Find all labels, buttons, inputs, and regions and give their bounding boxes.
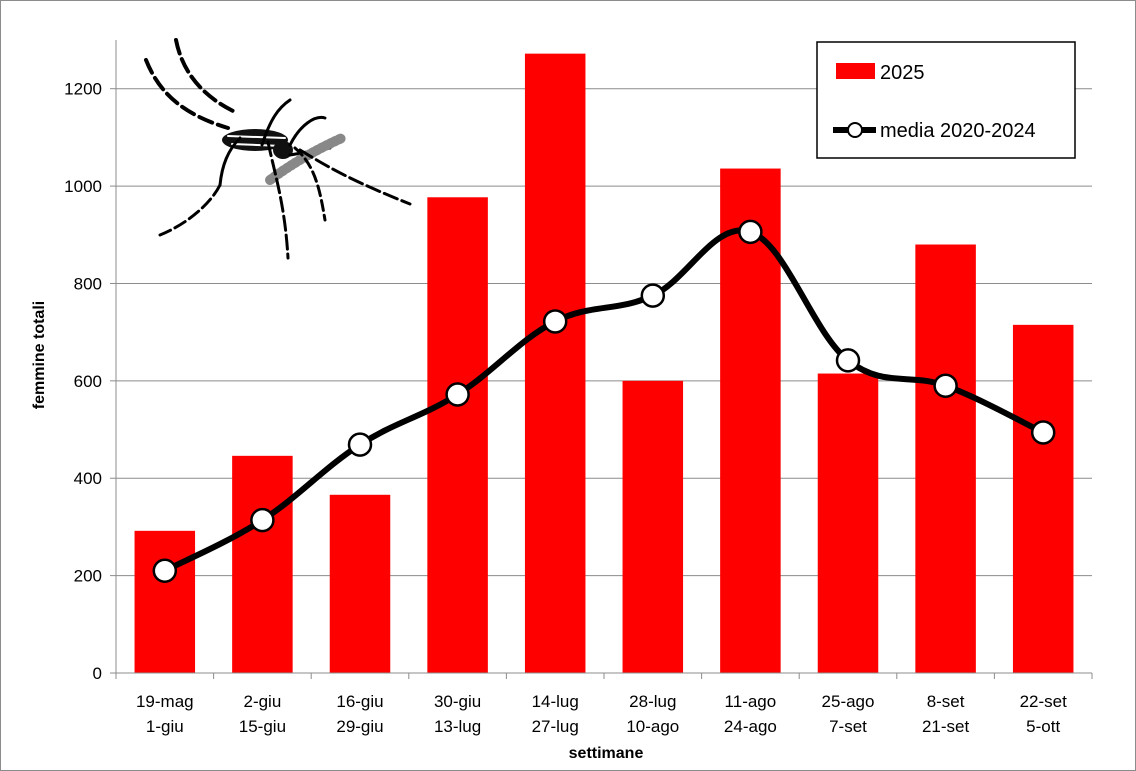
legend-label-media: media 2020-2024	[880, 120, 1036, 142]
bar	[817, 373, 879, 673]
x-tick-label: 13-lug	[434, 717, 481, 736]
bar	[134, 530, 196, 673]
y-tick-labels: 0 200 400 600 800 1000 1200	[64, 80, 102, 683]
line-series-media	[152, 219, 1056, 583]
line-point	[152, 558, 178, 583]
x-tick-label: 8-set	[927, 692, 965, 711]
x-tick-label: 25-ago	[822, 692, 875, 711]
mosquito-icon	[144, 38, 412, 260]
x-tick-label: 5-ott	[1026, 717, 1060, 736]
y-tick-label: 600	[74, 372, 102, 391]
x-tick-label: 29-giu	[336, 717, 383, 736]
bar	[232, 455, 293, 673]
line-point	[542, 309, 568, 334]
series-line	[163, 227, 1045, 574]
y-tick-label: 200	[74, 567, 102, 586]
legend-swatch-2025	[836, 63, 875, 79]
x-tick-label: 16-giu	[336, 692, 383, 711]
line-point	[933, 373, 958, 398]
x-tick-label: 2-giu	[243, 692, 281, 711]
y-tick-label: 0	[93, 664, 102, 683]
x-tick-label: 14-lug	[532, 692, 579, 711]
x-tick-labels: 19-mag 1-giu 2-giu 15-giu 16-giu 29-giu 30-giu…	[136, 692, 1067, 736]
x-tick-label: 19-mag	[136, 692, 194, 711]
legend-label-2025: 2025	[880, 62, 925, 84]
x-tick-label: 11-ago	[725, 692, 777, 711]
x-axis-title: settimane	[569, 745, 644, 762]
y-tick-label: 1000	[64, 177, 102, 196]
line-point	[445, 382, 470, 407]
bar	[427, 197, 488, 673]
bar	[329, 494, 391, 673]
line-point	[1030, 420, 1056, 445]
bar	[915, 244, 976, 673]
line-point	[738, 219, 763, 245]
y-tick-label: 400	[74, 469, 102, 488]
x-tick-label: 1-giu	[146, 717, 184, 736]
bar	[720, 168, 781, 673]
x-tick-label: 24-ago	[724, 717, 777, 736]
line-point	[640, 283, 666, 308]
x-tick-label: 10-ago	[626, 717, 679, 736]
x-tick-label: 15-giu	[239, 717, 286, 736]
x-tick-label: 28-lug	[629, 692, 676, 711]
x-tick-label: 30-giu	[434, 692, 481, 711]
bar-series-2025	[134, 53, 1074, 673]
legend-marker-media	[847, 122, 863, 138]
x-tick-label: 21-set	[922, 717, 970, 736]
line-point	[250, 507, 275, 533]
line-point	[347, 432, 373, 457]
x-tick-label: 7-set	[829, 717, 867, 736]
axes	[115, 40, 1092, 674]
legend: 2025 media 2020-2024	[816, 41, 1076, 159]
x-tick-label: 22-set	[1020, 692, 1068, 711]
bar	[622, 380, 684, 673]
x-tick-label: 27-lug	[532, 717, 579, 736]
bar	[1012, 324, 1074, 673]
bar	[524, 53, 586, 673]
y-tick-label: 1200	[64, 80, 102, 99]
y-tick-label: 800	[74, 274, 102, 293]
legend-box	[816, 41, 1076, 159]
line-point	[835, 348, 861, 373]
y-axis-title: femmine totali	[31, 301, 48, 409]
